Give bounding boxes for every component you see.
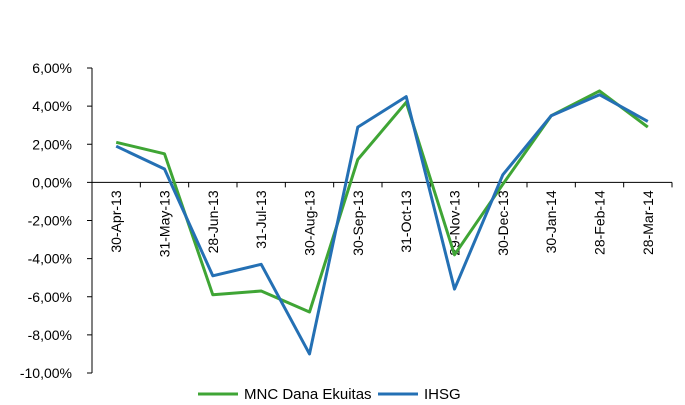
x-tick-label: 30-Apr-13: [108, 190, 124, 252]
x-tick-label: 31-May-13: [157, 190, 173, 257]
y-tick-label: 2,00%: [32, 136, 72, 152]
y-tick-label: -8,00%: [28, 327, 72, 343]
x-tick-label: 28-Jun-13: [205, 190, 221, 253]
x-tick-label: 28-Mar-14: [640, 190, 656, 255]
x-tick-label: 30-Jan-14: [543, 190, 559, 253]
x-tick-label: 28-Feb-14: [592, 190, 608, 255]
x-tick-label: 30-Sep-13: [350, 190, 366, 256]
series-line-mnc-dana-ekuitas: [115, 89, 649, 314]
y-axis-tick-labels: 6,00% 4,00% 2,00% 0,00% -2,00% -4,00% -6,00% -8…: [20, 60, 72, 381]
series-lines: [115, 89, 649, 356]
x-axis-tick-labels: 30-Apr-13 31-May-13 28-Jun-13 31-Jul-13 30-A…: [108, 190, 656, 257]
y-tick-label: 0,00%: [32, 174, 72, 190]
x-tick-label: 31-Oct-13: [398, 190, 414, 252]
chart-axes: [87, 67, 673, 374]
y-tick-label: -2,00%: [28, 213, 72, 229]
y-tick-label: -4,00%: [28, 251, 72, 267]
legend: MNC Dana Ekuitas IHSG: [198, 386, 461, 403]
series-line-ihsg: [115, 93, 649, 356]
y-tick-label: -6,00%: [28, 289, 72, 305]
y-tick-label: 6,00%: [32, 60, 72, 76]
x-tick-label: 30-Dec-13: [495, 190, 511, 256]
y-tick-label: 4,00%: [32, 98, 72, 114]
x-tick-label: 30-Aug-13: [302, 190, 318, 256]
y-tick-label: -10,00%: [20, 365, 72, 381]
x-tick-label: 31-Jul-13: [253, 190, 269, 249]
legend-label-mnc-dana-ekuitas: MNC Dana Ekuitas: [244, 386, 372, 403]
legend-label-ihsg: IHSG: [424, 386, 461, 403]
